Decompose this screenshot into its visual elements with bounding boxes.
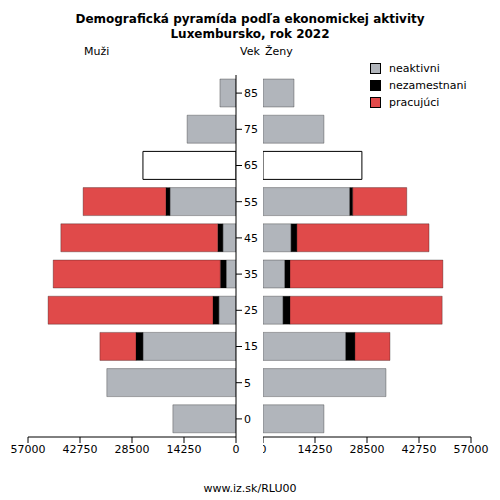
- svg-text:35: 35: [244, 268, 258, 281]
- svg-text:57000: 57000: [11, 443, 46, 456]
- html-text:Luxembursko, rok 2022: Luxembursko, rok 2022: [170, 27, 330, 41]
- svg-text:42750: 42750: [402, 443, 437, 456]
- html-text:Demografická pyramída podľa ek: Demografická pyramída podľa ekonomickej …: [75, 12, 425, 26]
- html-text:www.iz.sk/RLU00: www.iz.sk/RLU00: [203, 482, 297, 495]
- svg-text:0: 0: [263, 443, 267, 456]
- html-text:nezamestnani: nezamestnani: [389, 79, 467, 92]
- html-text:Muži: Muži: [84, 45, 110, 58]
- html-text:Vek: Vek: [240, 45, 260, 58]
- svg-text:45: 45: [244, 232, 258, 245]
- svg-text:5: 5: [244, 377, 251, 390]
- svg-text:42750: 42750: [63, 443, 98, 456]
- html-text:pracujúci: pracujúci: [389, 96, 440, 109]
- svg-text:0: 0: [244, 413, 251, 426]
- svg-text:28500: 28500: [350, 443, 385, 456]
- svg-text:14250: 14250: [298, 443, 333, 456]
- html-text:neaktivni: neaktivni: [389, 62, 440, 75]
- svg-text:15: 15: [244, 340, 258, 353]
- svg-text:75: 75: [244, 123, 258, 136]
- html-text:Ženy: Ženy: [265, 45, 293, 58]
- svg-text:28500: 28500: [115, 443, 150, 456]
- svg-text:0: 0: [233, 443, 240, 456]
- svg-text:85: 85: [244, 87, 258, 100]
- svg-text:55: 55: [244, 196, 258, 209]
- svg-text:25: 25: [244, 304, 258, 317]
- svg-text:65: 65: [244, 159, 258, 172]
- svg-text:14250: 14250: [167, 443, 202, 456]
- svg-text:57000: 57000: [454, 443, 489, 456]
